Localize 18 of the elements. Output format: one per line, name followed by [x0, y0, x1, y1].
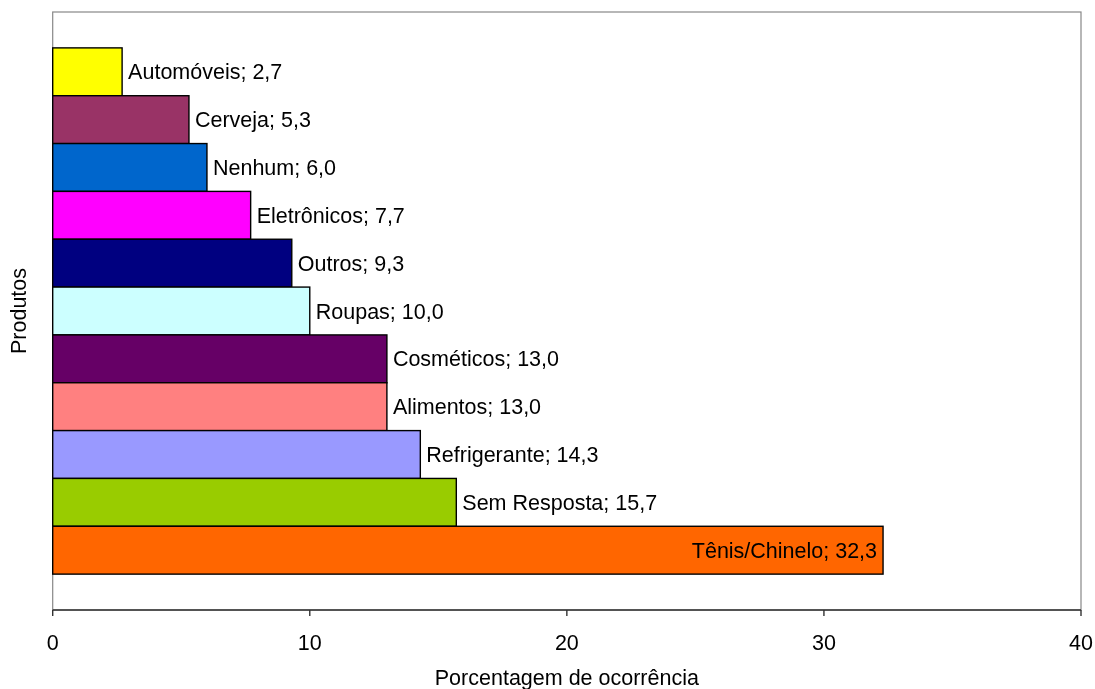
x-tick-label: 0 — [46, 630, 59, 655]
y-axis-title: Produtos — [6, 267, 31, 355]
data-label: Eletrônicos; 7,7 — [256, 203, 405, 228]
x-axis-title: Porcentagem de ocorrência — [434, 665, 699, 689]
x-tick-label: 40 — [1069, 630, 1093, 655]
x-tick-label: 20 — [554, 630, 579, 655]
data-label: Tênis/Chinelo; 32,3 — [691, 538, 878, 563]
data-label: Sem Resposta; 15,7 — [462, 490, 658, 515]
data-label: Alimentos; 13,0 — [392, 395, 542, 420]
data-label: Roupas; 10,0 — [315, 299, 444, 324]
data-label: Cerveja; 5,3 — [194, 108, 311, 133]
data-label: Nenhum; 6,0 — [212, 156, 337, 180]
x-tick-label: 10 — [297, 630, 322, 655]
data-label: Cosméticos; 13,0 — [392, 347, 560, 372]
x-tick-label: 30 — [811, 630, 836, 655]
data-label: Outros; 9,3 — [297, 251, 405, 276]
data-label: Refrigerante; 14,3 — [426, 443, 599, 468]
data-label: Automóveis; 2,7 — [128, 60, 283, 85]
